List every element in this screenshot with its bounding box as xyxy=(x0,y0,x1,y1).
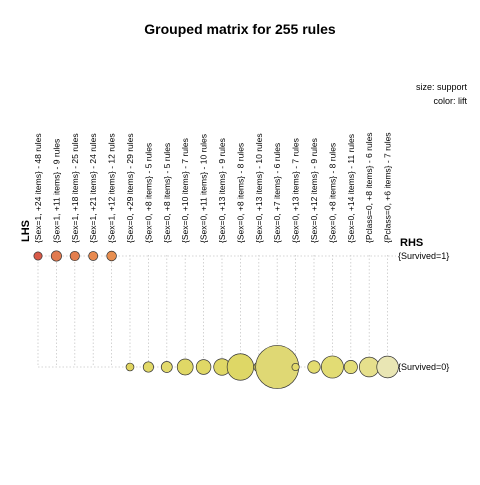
rule-group-bubble xyxy=(176,358,194,376)
rule-group-bubble xyxy=(142,361,154,373)
lhs-group-label: {Sex=0, +11 items} - 10 rules xyxy=(199,134,209,243)
rule-group-bubble xyxy=(125,362,135,372)
rule-group-bubble xyxy=(88,251,99,261)
bubbles xyxy=(33,250,399,389)
lhs-group-label: {Sex=0, +14 items} - 11 rules xyxy=(346,134,356,243)
rule-group-bubble xyxy=(33,251,43,261)
lhs-group-label: {Sex=0, +8 items} - 8 rules xyxy=(235,143,245,243)
lhs-group-label: {Sex=1, +21 items} - 24 rules xyxy=(88,133,98,243)
rhs-labels: {Survived=1} {Survived=0} xyxy=(398,251,449,372)
lhs-group-label: {Sex=0, +7 items} - 6 rules xyxy=(272,143,282,243)
lhs-group-label: {Sex=1, +11 items} - 9 rules xyxy=(51,139,61,243)
lhs-group-label: {Sex=0, +8 items} - 8 rules xyxy=(327,143,337,243)
lhs-group-label: {Sex=0, +10 items} - 7 rules xyxy=(180,138,190,243)
lhs-group-label: {Sex=0, +8 items} - 5 rules xyxy=(143,143,153,243)
rhs-row-label: {Survived=0} xyxy=(398,362,449,372)
rule-group-bubble xyxy=(291,362,300,372)
rule-group-bubble xyxy=(195,359,212,375)
lhs-group-label: {Sex=0, +12 items} - 9 rules xyxy=(309,138,319,243)
lhs-group-label: {Sex=1, +12 items} - 12 rules xyxy=(107,133,117,243)
lhs-group-label: {Sex=1, +18 items} - 25 rules xyxy=(70,133,80,243)
rhs-axis-label: RHS xyxy=(400,237,423,249)
rule-group-bubble xyxy=(358,356,380,378)
rule-group-bubble xyxy=(320,355,344,379)
chart-title: Grouped matrix for 255 rules xyxy=(144,21,336,37)
rule-group-bubble xyxy=(226,353,255,381)
lhs-labels: {Sex=1, +24 items} - 48 rules {Sex=1, +11… xyxy=(33,132,393,243)
lhs-axis-label: LHS xyxy=(20,220,32,242)
rule-group-bubble xyxy=(343,360,358,374)
lhs-group-label: {Pclass=0, +6 items} - 7 rules xyxy=(383,132,393,243)
rule-group-bubble xyxy=(69,250,80,262)
lhs-group-label: {Sex=0, +13 items} - 9 rules xyxy=(217,138,227,243)
rule-group-bubble xyxy=(106,250,117,262)
lhs-group-label: {Sex=0, +13 items} - 7 rules xyxy=(291,138,301,243)
rule-group-bubble xyxy=(307,360,321,374)
lhs-group-label: {Sex=0, +29 items} - 29 rules xyxy=(125,133,135,243)
lhs-group-label: {Sex=0, +13 items} - 10 rules xyxy=(254,133,264,243)
rhs-row-label: {Survived=1} xyxy=(398,251,449,261)
lhs-group-label: {Sex=1, +24 items} - 48 rules xyxy=(33,133,43,243)
grid-lines xyxy=(37,255,396,368)
legend-color-label: color: lift xyxy=(433,96,467,106)
lhs-group-label: {Pclass=0, +8 items} - 6 rules xyxy=(364,132,374,243)
rule-group-bubble xyxy=(50,250,62,262)
legend-size-label: size: support xyxy=(416,82,468,92)
rule-group-bubble xyxy=(376,355,399,379)
lhs-group-label: {Sex=0, +8 items} - 5 rules xyxy=(162,143,172,243)
rule-group-bubble xyxy=(160,361,173,373)
